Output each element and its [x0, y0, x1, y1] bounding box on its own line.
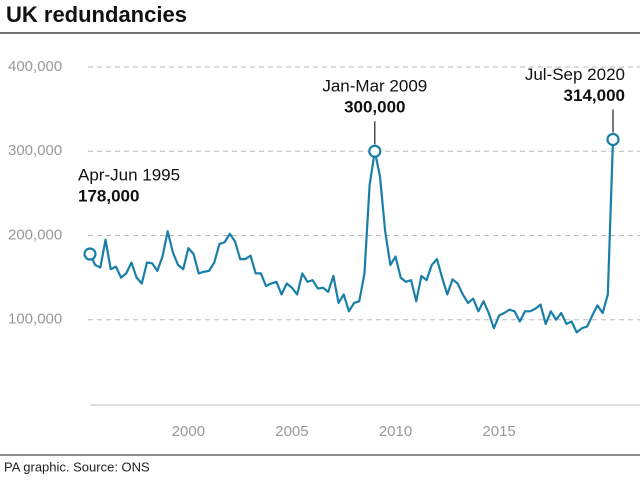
chart-title: UK redundancies: [6, 2, 187, 27]
y-tick-label: 100,000: [8, 311, 62, 328]
x-tick-label: 2005: [275, 423, 308, 440]
y-tick-label: 300,000: [8, 142, 62, 159]
annotation-text: Jul-Sep 2020: [525, 65, 625, 84]
line-series: [89, 139, 615, 334]
x-tick-label: 2015: [482, 423, 515, 440]
y-tick-label: 200,000: [8, 226, 62, 243]
x-tick-label: 2010: [379, 423, 412, 440]
annotation-text: Apr-Jun 1995: [78, 166, 180, 185]
annotation-value: 300,000: [344, 98, 405, 117]
annotation-marker: [83, 247, 97, 261]
x-tick-label: 2000: [172, 423, 205, 440]
annotation-marker: [368, 144, 382, 158]
annotation-text: Jan-Mar 2009: [322, 77, 427, 96]
annotation-value: 178,000: [78, 187, 139, 206]
y-tick-label: 400,000: [8, 58, 62, 75]
source: PA graphic. Source: ONS: [4, 459, 150, 474]
annotation-value: 314,000: [564, 86, 625, 105]
annotation-marker: [606, 132, 620, 147]
